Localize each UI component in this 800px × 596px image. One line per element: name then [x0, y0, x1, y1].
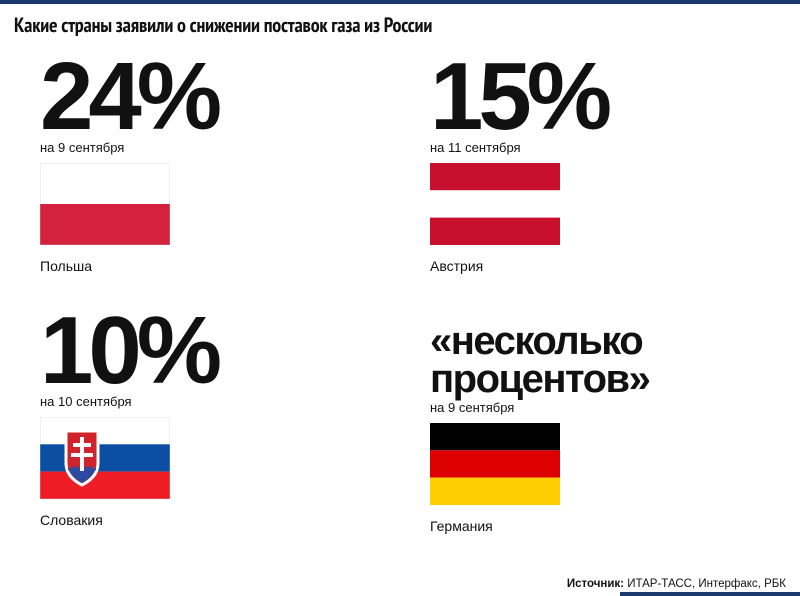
austria-percent: 15% [430, 56, 760, 138]
cell-germany: «несколько процентов» на 9 сентября Герм… [430, 310, 760, 534]
cell-poland: 24% на 9 сентября Польша [40, 56, 370, 280]
flag-austria-icon [430, 163, 560, 245]
poland-percent: 24% [40, 56, 370, 138]
germany-percent: «несколько процентов» [430, 322, 760, 398]
slovakia-name: Словакия [40, 512, 370, 528]
germany-quote-line2: процентов» [430, 357, 649, 401]
flag-germany-icon [430, 423, 560, 505]
germany-name: Германия [430, 518, 760, 534]
poland-name: Польша [40, 258, 370, 274]
slovakia-percent: 10% [40, 310, 370, 392]
cell-slovakia: 10% на 10 сентября Словакия [40, 310, 370, 534]
flag-poland-icon [40, 163, 170, 245]
countries-grid: 24% на 9 сентября Польша 15% на 11 сентя… [0, 56, 800, 534]
flag-slovakia-icon [40, 417, 170, 499]
cell-austria: 15% на 11 сентября Австрия [430, 56, 760, 280]
germany-date: на 9 сентября [430, 400, 760, 415]
austria-name: Австрия [430, 258, 760, 274]
bottom-accent-border [620, 592, 800, 596]
source-label: Источник: [567, 578, 624, 590]
source-text: ИТАР-ТАСС, Интерфакс, РБК [624, 578, 786, 590]
source-line: Источник: ИТАР-ТАСС, Интерфакс, РБК [567, 578, 786, 590]
